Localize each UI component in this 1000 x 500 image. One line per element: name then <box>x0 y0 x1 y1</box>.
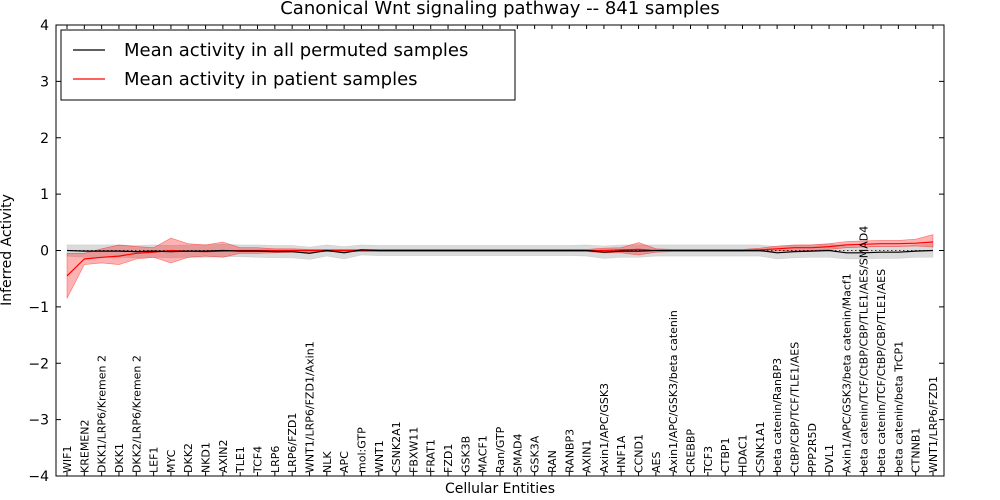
legend-label-patient: Mean activity in patient samples <box>124 69 418 90</box>
plot-frame <box>55 24 945 477</box>
x-category-label: WNT1 <box>373 440 386 473</box>
chart-title: Canonical Wnt signaling pathway -- 841 s… <box>280 0 720 19</box>
x-category-label: beta catenin/TCF/CtBP/CBP/TLE1/AES/SMAD4 <box>858 226 871 473</box>
y-tick-label: 2 <box>40 131 49 147</box>
x-category-label: HDAC1 <box>737 434 750 473</box>
x-category-label: CSNK2A1 <box>390 421 403 473</box>
x-category-label: TCF4 <box>252 446 265 474</box>
x-axis-category-labels: WIF1 KREMEN2 DKK1/LRP6/Kremen 2 DKK1 DKK2/LR… <box>61 25 940 476</box>
x-category-label: CCND1 <box>633 434 646 473</box>
x-category-label: WNT1/LRP6/FZD1/Axin1 <box>304 341 317 473</box>
x-category-label: FZD1 <box>442 444 455 473</box>
x-category-label: Axin1/APC/GSK3 <box>598 383 611 473</box>
x-category-label: CTBP1 <box>719 437 732 473</box>
x-category-label: GSK3B <box>459 436 472 473</box>
x-category-label: NKD1 <box>200 442 213 473</box>
legend-frame <box>60 29 516 101</box>
legend-label-permuted: Mean activity in all permuted samples <box>124 40 468 61</box>
x-category-label: RAN <box>546 450 559 473</box>
x-category-label: LRP6/FZD1 <box>286 413 299 473</box>
x-category-label: beta catenin/RanBP3 <box>771 358 784 473</box>
x-category-label: DKK2 <box>182 443 195 473</box>
x-category-label: WIF1 <box>61 446 74 473</box>
x-category-label: CTNNB1 <box>910 428 923 473</box>
x-category-label: beta catenin/TCF/CtBP/CBP/TLE1/AES <box>875 269 888 473</box>
x-category-label: HNF1A <box>615 435 628 473</box>
confidence-bands <box>66 234 934 299</box>
x-category-label: LRP6 <box>269 446 282 473</box>
x-category-label: Ran/GTP <box>494 426 507 473</box>
series-line-permuted <box>66 249 934 254</box>
x-category-label: CtBP/CBP/TCF/TLE1/AES <box>788 342 801 473</box>
series-lines <box>66 241 934 277</box>
x-category-label: DKK1 <box>113 443 126 473</box>
x-category-label: RANBP3 <box>563 429 576 473</box>
y-tick-label: 0 <box>40 244 49 260</box>
x-category-label: SMAD4 <box>511 434 524 473</box>
x-category-label: DVL1 <box>823 444 836 473</box>
x-category-label: LEF1 <box>148 447 161 473</box>
x-category-label: FBXW11 <box>407 427 420 473</box>
y-axis-ticks: −4 −3 −2 −1 0 1 2 3 4 <box>28 18 944 485</box>
y-tick-label: 4 <box>40 18 49 34</box>
x-category-label: NLK <box>321 451 334 473</box>
x-category-label: Axin1/APC/GSK3/beta catenin/Macf1 <box>840 273 853 473</box>
x-category-label: WNT1/LRP6/FZD1 <box>927 376 940 473</box>
x-category-label: APC <box>338 451 351 473</box>
x-category-label: MACF1 <box>477 435 490 473</box>
x-category-label: GSK3A <box>529 435 542 473</box>
x-category-label: AXIN1 <box>581 439 594 473</box>
x-category-label: DKK2/LRP6/Kremen 2 <box>130 355 143 473</box>
x-category-label: Axin1/APC/GSK3/beta catenin <box>667 310 680 473</box>
x-category-label: TLE1 <box>234 446 247 474</box>
x-category-label: TCF3 <box>702 446 715 474</box>
y-tick-label: 1 <box>40 187 49 203</box>
y-tick-label: −4 <box>28 469 49 485</box>
x-category-label: FRAT1 <box>425 439 438 473</box>
y-tick-label: 3 <box>40 74 49 90</box>
confidence-band-patient <box>66 234 934 299</box>
legend: Mean activity in all permuted samples Me… <box>60 29 516 101</box>
x-category-label: CSNK1A1 <box>754 421 767 473</box>
y-axis-label: Inferred Activity <box>0 194 15 306</box>
y-tick-label: −2 <box>28 356 49 372</box>
x-category-label: AXIN2 <box>217 439 230 473</box>
x-category-label: CREBBP <box>685 429 698 473</box>
x-category-label: AES <box>650 452 663 473</box>
y-tick-label: −1 <box>28 300 49 316</box>
x-category-label: DKK1/LRP6/Kremen 2 <box>96 355 109 473</box>
x-axis-label: Cellular Entities <box>445 481 555 497</box>
x-category-label: mol:GTP <box>355 427 368 473</box>
x-category-label: beta catenin/beta TrCP1 <box>892 341 905 473</box>
x-category-label: KREMEN2 <box>78 419 91 472</box>
x-category-label: PPP2R5D <box>806 423 819 473</box>
x-category-label: MYC <box>165 449 178 473</box>
y-tick-label: −3 <box>28 413 49 429</box>
